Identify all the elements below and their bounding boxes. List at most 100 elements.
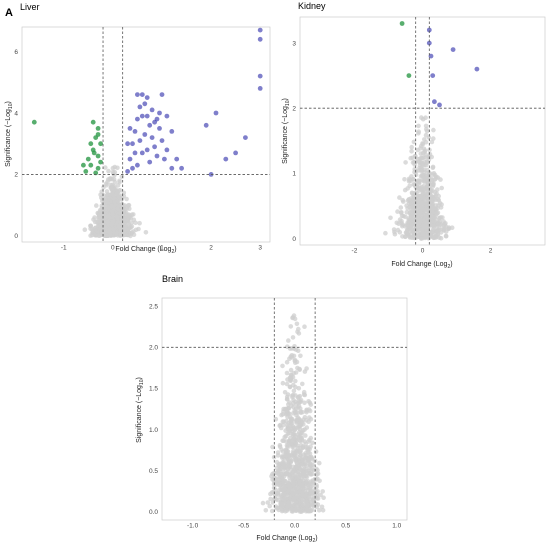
upregulated-point [428,53,434,59]
data-point [285,449,291,454]
data-point [431,171,437,176]
data-point [321,495,326,501]
data-point [407,224,413,230]
data-point [288,419,294,424]
data-point [117,180,122,185]
upregulated-point [203,122,209,128]
data-point [417,209,423,214]
data-point [436,193,442,199]
data-point [270,444,275,450]
data-point [413,211,418,216]
data-point [91,217,96,222]
data-point [285,392,291,397]
data-point [287,375,293,381]
downregulated-point [83,169,89,174]
data-point [420,232,426,237]
data-point [437,200,443,206]
data-point [275,490,281,496]
data-point [285,415,290,420]
data-point [291,382,296,388]
data-point [293,406,299,411]
x-tick-label: 0.5 [341,523,350,530]
data-point [424,160,430,165]
data-point [297,423,303,428]
downregulated-point [91,150,97,156]
data-point [284,370,290,376]
data-point [115,165,120,171]
data-point [418,236,424,241]
nonsignificant-points [260,313,326,514]
data-point [297,449,303,455]
data-point [388,215,393,221]
data-point [121,190,127,196]
data-point [431,219,437,225]
upregulated-point [137,138,143,144]
axis-ticks: -1.0 -0.5 0.0 0.5 1.0 0.0 0.5 1.0 1.5 2.0 2.5 [149,304,402,530]
upregulated-point [127,125,133,131]
data-point [428,204,434,209]
data-point [420,190,426,196]
data-point [271,478,277,484]
data-point [428,189,434,195]
data-point [307,400,313,406]
data-point [300,470,306,475]
data-point [303,433,308,438]
threshold-lines [162,298,407,520]
data-point [410,160,416,165]
x-tick-label: 2 [209,245,213,252]
upregulated-point [174,156,180,162]
data-point [103,165,108,170]
upregulated-point [169,165,175,171]
kidney-panel: Kidney -2 0 2 0 1 2 3 Fold Change (Log2) Signi… [282,1,546,270]
downregulated-point [95,153,101,159]
data-point [438,235,444,241]
data-point [310,478,316,483]
brain-panel: Brain -1.0 -0.5 0.0 0.5 1.0 0.0 0.5 1.0 1.5 2.0 2.… [136,274,408,544]
data-point [429,198,434,203]
data-point [105,192,110,197]
y-tick-label: 1 [292,171,296,178]
data-point [88,223,93,229]
data-point [293,370,299,375]
data-point [277,482,282,488]
data-point [137,220,142,226]
data-point [118,203,123,209]
data-point [404,229,409,235]
data-point [431,223,437,228]
data-point [114,190,120,196]
data-point [383,230,388,236]
upregulated-point [137,104,143,110]
data-point [419,203,425,209]
data-point [295,469,301,475]
data-point [100,208,106,213]
upregulated-point [426,40,432,46]
data-point [284,471,289,477]
data-point [439,185,445,191]
data-point [296,326,301,332]
upregulated-point [139,150,145,156]
data-point [109,176,115,182]
data-point [106,168,111,174]
data-point [104,200,110,205]
data-point [304,480,309,486]
data-point [107,229,112,235]
data-point [395,227,401,233]
data-point [293,457,298,463]
data-point [319,504,325,510]
data-point [82,227,88,232]
data-point [285,344,290,350]
data-point [282,486,288,492]
data-point [115,216,120,222]
x-tick-label: -1.0 [187,523,199,530]
data-point [125,214,131,219]
data-point [286,430,292,436]
data-point [287,438,292,444]
data-point [126,221,131,227]
data-point [289,353,295,358]
data-point [310,440,315,446]
data-point [105,179,110,185]
data-point [305,502,310,507]
data-point [426,229,431,234]
upregulated-point [152,144,158,150]
upregulated-point [147,122,153,128]
